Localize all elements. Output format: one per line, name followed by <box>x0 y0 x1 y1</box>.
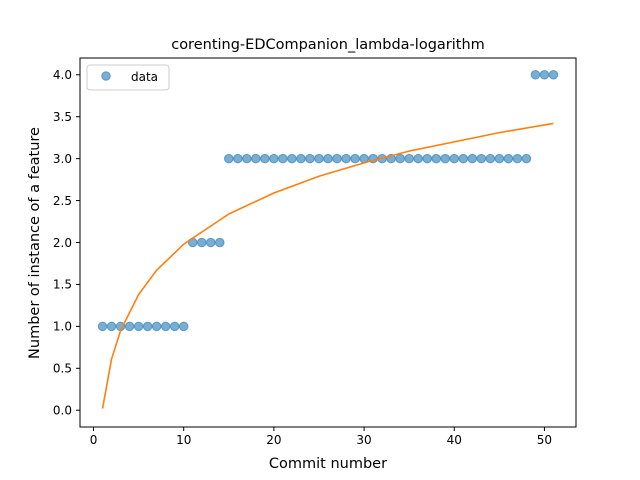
x-tick-label: 50 <box>537 433 552 447</box>
legend-marker-data <box>101 71 111 81</box>
data-point <box>251 153 261 164</box>
data-point <box>530 69 541 80</box>
data-point <box>124 321 135 332</box>
data-point <box>539 69 550 80</box>
x-tick-label: 20 <box>266 433 281 447</box>
data-point <box>287 153 297 164</box>
y-tick-label: 0.5 <box>53 362 72 376</box>
data-point <box>431 153 442 164</box>
legend-box <box>86 64 170 91</box>
data-point <box>341 153 351 164</box>
y-tick-label: 2.5 <box>53 194 72 208</box>
x-tick-label: 0 <box>90 433 98 447</box>
data-point <box>205 237 216 248</box>
data-point <box>440 153 451 164</box>
data-point <box>404 153 414 164</box>
y-tick-label: 3.5 <box>53 110 72 124</box>
data-point <box>395 153 405 164</box>
data-point <box>350 153 360 164</box>
data-point <box>323 153 333 164</box>
y-axis-label: Number of instance of a feature <box>27 127 43 359</box>
x-tick-label: 40 <box>447 433 462 447</box>
data-point <box>494 153 505 164</box>
chart-title: corenting-EDCompanion_lambda-logarithm <box>171 37 485 53</box>
data-point <box>449 153 460 164</box>
y-tick-label: 3.0 <box>53 152 72 166</box>
plot-area <box>97 69 559 409</box>
x-tick-label: 10 <box>176 433 191 447</box>
y-tick-label: 0.0 <box>53 404 72 418</box>
y-tick-label: 1.0 <box>53 320 72 334</box>
y-tick-label: 2.0 <box>53 236 72 250</box>
data-point <box>548 69 559 80</box>
data-point <box>476 153 487 164</box>
y-axis: 0.0 0.5 1.0 1.5 2.0 2.5 3.0 3.5 4.0 <box>53 68 80 418</box>
data-point <box>133 321 144 332</box>
data-point <box>296 153 306 164</box>
data-point <box>224 153 234 164</box>
x-axis: 0 10 20 30 40 50 <box>90 427 552 447</box>
data-point <box>151 321 162 332</box>
data-point <box>97 321 108 332</box>
y-tick-label: 1.5 <box>53 278 72 292</box>
data-point <box>242 153 252 164</box>
data-point <box>278 153 288 164</box>
data-point <box>269 153 279 164</box>
data-point <box>413 153 423 164</box>
data-point <box>214 237 225 248</box>
data-point <box>196 237 207 248</box>
data-point <box>142 321 153 332</box>
data-point <box>233 153 243 164</box>
data-point <box>314 153 324 164</box>
data-point <box>467 153 478 164</box>
data-point <box>305 153 315 164</box>
legend: data <box>86 64 170 91</box>
y-tick-label: 4.0 <box>53 68 72 82</box>
data-point <box>422 153 433 164</box>
data-point <box>332 153 342 164</box>
legend-label-data: data <box>131 70 158 84</box>
data-point <box>458 153 469 164</box>
data-point <box>106 321 117 332</box>
fit-line <box>101 122 554 409</box>
x-axis-label: Commit number <box>269 456 387 472</box>
data-point <box>160 321 171 332</box>
data-point <box>260 153 270 164</box>
data-point <box>169 321 180 332</box>
x-tick-label: 30 <box>356 433 371 447</box>
data-point <box>503 153 514 164</box>
data-point <box>178 321 189 332</box>
data-point <box>521 153 532 164</box>
data-point <box>485 153 496 164</box>
data-point <box>512 153 523 164</box>
